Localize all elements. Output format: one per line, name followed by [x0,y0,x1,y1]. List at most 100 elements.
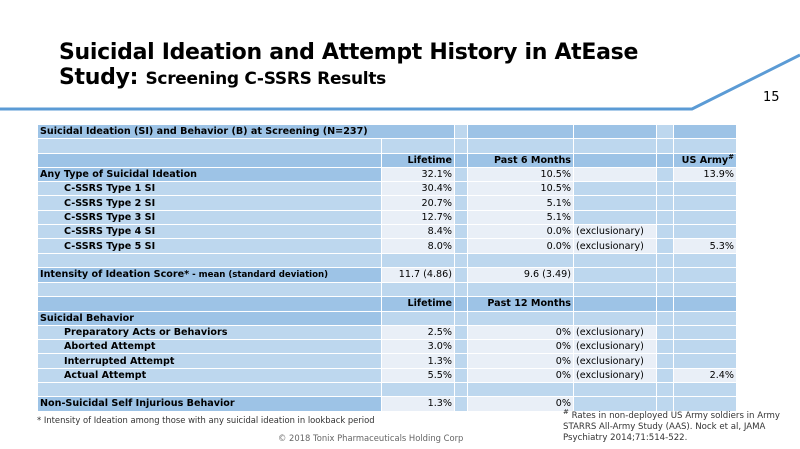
empty-cell [454,152,468,168]
empty-cell [381,310,455,326]
empty-cell [454,310,468,326]
table-row: C-SSRS Type 3 SI 12.7% 5.1% [37,209,737,226]
us-army-value: 13.9% [673,166,737,183]
empty-cell [573,382,657,398]
empty-cell [656,224,674,240]
empty-cell [573,252,657,268]
row-label: Interrupted Attempt [37,353,382,369]
intensity-label-main: Intensity of Ideation Score* [40,268,190,280]
row-label: C-SSRS Type 5 SI [37,238,382,254]
us-army-value [673,181,737,197]
empty-cell [454,195,468,211]
table-row: C-SSRS Type 2 SI 20.7% 5.1% [37,195,737,211]
past-value: 0.0% [467,238,574,254]
note-value: (exclusionary) [573,367,657,384]
empty-cell [454,339,468,355]
empty-cell [454,353,468,369]
lifetime-value: 1.3% [381,353,455,369]
empty-cell [656,123,674,140]
empty-cell [467,138,574,154]
nssi-row: Non-Suicidal Self Injurious Behavior 1.3… [37,396,737,412]
past-value: 0% [467,367,574,384]
us-army-value [673,339,737,355]
us-army-value [673,224,737,240]
empty-cell [573,296,657,312]
empty-cell [656,152,674,168]
empty-cell [656,238,674,254]
nssi-past: 0% [467,396,574,412]
copyright: © 2018 Tonix Pharmaceuticals Holding Cor… [278,433,464,443]
empty-cell [454,296,468,312]
empty-cell [673,296,737,312]
us-army-value [673,353,737,369]
empty-cell [467,382,574,398]
behavior-title-row: Suicidal Behavior [37,310,737,326]
empty-cell [454,138,468,154]
lifetime-value: 3.0% [381,339,455,355]
empty-cell [656,339,674,355]
empty-cell [656,396,674,412]
table-row: Any Type of Suicidal Ideation 32.1% 10.5% 1… [37,166,737,183]
empty-cell [656,166,674,183]
empty-cell [573,152,657,168]
row-label: C-SSRS Type 4 SI [37,224,382,240]
empty-cell [454,238,468,254]
row-label: C-SSRS Type 3 SI [37,209,382,226]
empty-cell [454,266,468,283]
title-line-2: Study: Screening C-SSRS Results [59,65,638,92]
empty-cell [381,382,455,398]
empty-cell [37,281,382,298]
note-value [573,195,657,211]
past-value: 0% [467,339,574,355]
suicidal-behavior-title: Suicidal Behavior [37,310,382,326]
spacer-row [37,138,737,154]
empty-cell [656,382,674,398]
empty-cell [656,209,674,226]
title-line-1: Suicidal Ideation and Attempt History in… [59,40,639,65]
empty-cell [37,296,382,312]
empty-cell [381,252,455,268]
past-value: 10.5% [467,181,574,197]
past-value: 5.1% [467,209,574,226]
note-value [573,166,657,183]
empty-cell [454,281,468,298]
empty-cell [673,396,737,412]
empty-cell [656,324,674,341]
header-lifetime: Lifetime [381,152,455,168]
past-value: 0.0% [467,224,574,240]
past-value: 10.5% [467,166,574,183]
row-label: C-SSRS Type 2 SI [37,195,382,211]
header-past-12-months: Past 12 Months [467,296,574,312]
spacer-row [37,382,737,398]
table-row: Preparatory Acts or Behaviors 2.5% 0% (excl… [37,324,737,341]
empty-cell [37,382,382,398]
title-subtitle: Screening C-SSRS Results [145,69,386,89]
empty-cell [467,123,574,140]
empty-cell [656,367,674,384]
us-army-value [673,209,737,226]
empty-cell [673,266,737,283]
row-label: Preparatory Acts or Behaviors [37,324,382,341]
intensity-label-detail: - mean (standard deviation) [189,269,329,280]
lifetime-value: 2.5% [381,324,455,341]
intensity-lifetime: 11.7 (4.86) [381,266,455,283]
title-study: Study: [59,65,139,90]
us-army-value: 2.4% [673,367,737,384]
empty-cell [673,281,737,298]
empty-cell [673,138,737,154]
empty-cell [656,266,674,283]
empty-cell [454,367,468,384]
us-army-value [673,324,737,341]
spacer-row [37,252,737,268]
empty-cell [37,152,382,168]
empty-cell [573,123,657,140]
empty-cell [673,123,737,140]
note-value [573,181,657,197]
note-value: (exclusionary) [573,238,657,254]
results-table: Suicidal Ideation (SI) and Behavior (B) … [37,123,737,412]
empty-cell [656,195,674,211]
table-row: Interrupted Attempt 1.3% 0% (exclusionary) [37,353,737,369]
header-past-6-months: Past 6 Months [467,152,574,168]
us-army-footnote-mark: # [728,153,734,161]
intensity-past: 9.6 (3.49) [467,266,574,283]
